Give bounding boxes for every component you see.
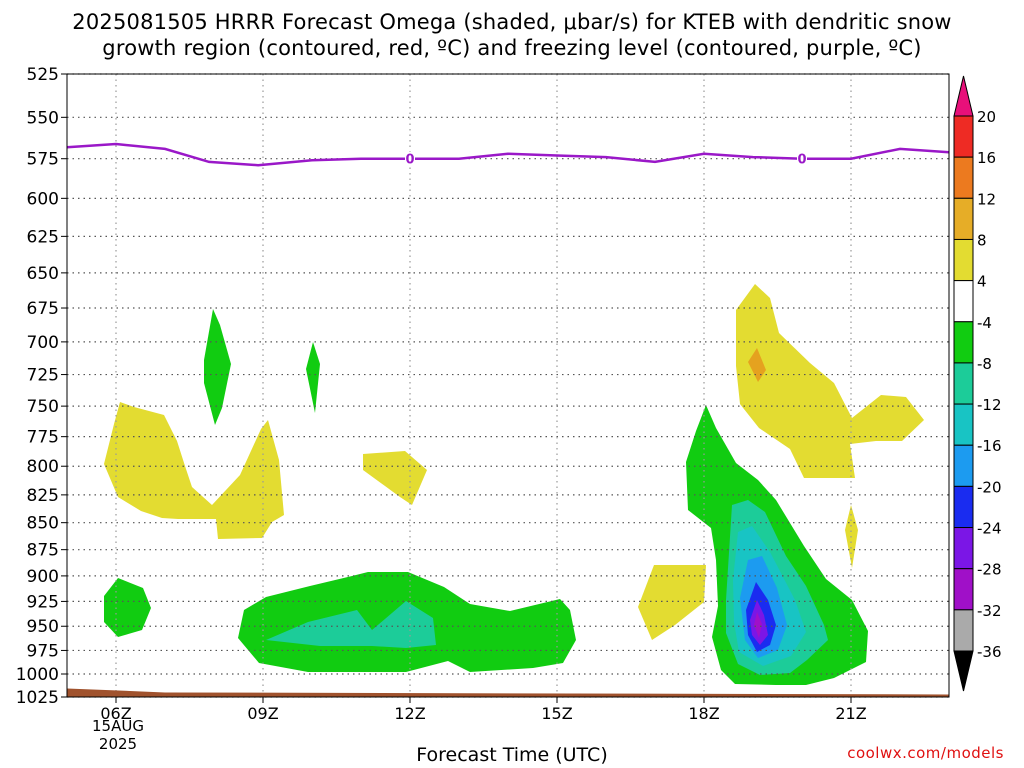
colorbar-label: 8: [977, 231, 987, 249]
omega-region-purple: [754, 612, 762, 638]
omega-region-yellow-3: [736, 284, 924, 478]
colorbar-label: 4: [977, 273, 987, 291]
y-tick-label: 1000: [16, 665, 59, 685]
y-tick-label: 900: [27, 567, 59, 587]
omega-region-yellow-1: [104, 402, 284, 539]
colorbar-label: -24: [977, 520, 1002, 538]
omega-region-orange: [748, 348, 766, 382]
colorbar-band: [953, 115, 974, 158]
y-tick-label: 575: [27, 150, 59, 170]
y-tick-label: 725: [27, 366, 59, 386]
y-tick-label: 625: [27, 227, 59, 247]
y-tick-label: 775: [27, 428, 59, 448]
colorbar-band: [953, 527, 974, 570]
y-axis: 525 550 575 600 625 650 675 700 725 750 775 800 825 8…: [16, 65, 67, 708]
freezing-level-label: 0: [797, 153, 806, 168]
y-tick-label: 875: [27, 541, 59, 561]
source-credit: coolwx.com/models: [847, 744, 1004, 762]
y-tick-label: 825: [27, 486, 59, 506]
colorbar-band: [953, 444, 974, 487]
colorbar-label: -4: [977, 314, 992, 332]
colorbar-band: [953, 197, 974, 240]
y-tick-label: 550: [27, 108, 59, 128]
plot-frame: [66, 73, 950, 698]
x-axis-label: Forecast Time (UTC): [416, 744, 608, 766]
omega-region-yellow-2: [363, 451, 427, 505]
y-tick-label: 525: [27, 65, 59, 85]
colorbar-label: -12: [977, 396, 1002, 414]
colorbar-label: -36: [977, 643, 1002, 661]
colorbar-band: [953, 568, 974, 611]
grid-lines: [67, 73, 949, 698]
colorbar-bottom-arrow: [953, 650, 974, 692]
y-tick-label: 950: [27, 617, 59, 637]
colorbar-band: [953, 609, 974, 652]
y-tick-label: 650: [27, 264, 59, 284]
colorbar-top-arrow: [953, 75, 974, 117]
x-tick-label: 12Z: [394, 704, 425, 723]
colorbar-band: [953, 238, 974, 282]
x-tick-label: 06Z: [100, 704, 131, 723]
x-tick-label: 18Z: [688, 704, 719, 723]
colorbar-band: [953, 403, 974, 446]
colorbar-label: -28: [977, 561, 1002, 579]
date-day: 15AUG: [92, 717, 144, 735]
colorbar-label: -20: [977, 478, 1002, 496]
y-tick-label: 850: [27, 514, 59, 534]
y-tick-label: 800: [27, 457, 59, 477]
colorbar-band: [953, 321, 974, 364]
freezing-label-bg: [405, 151, 415, 166]
freezing-level-label: 0: [405, 153, 414, 168]
y-tick-label: 750: [27, 397, 59, 417]
y-tick-label: 675: [27, 299, 59, 319]
chart-title-line2: growth region (contoured, red, ºC) and f…: [102, 36, 922, 60]
omega-region-green-3: [104, 578, 151, 637]
omega-region-green-1: [204, 309, 231, 425]
colorbar-band: [953, 156, 974, 199]
x-tick-label: 15Z: [541, 704, 572, 723]
date-label: 15AUG 2025: [78, 717, 158, 753]
colorbar-label: -8: [977, 355, 992, 373]
colorbar-band: [953, 485, 974, 529]
colorbar-label: -32: [977, 602, 1002, 620]
colorbar-band: [953, 280, 974, 323]
date-year: 2025: [98, 735, 138, 753]
colorbar-label: 20: [977, 108, 996, 126]
freezing-label-bg: [797, 151, 807, 166]
omega-shading: [104, 284, 924, 685]
colorbar-band: [953, 362, 974, 405]
colorbar-label: -16: [977, 437, 1002, 455]
omega-region-green-2: [306, 342, 320, 413]
x-axis: 06Z 09Z 12Z 15Z 18Z 21Z: [100, 697, 867, 723]
x-tick-label: 21Z: [835, 704, 866, 723]
y-tick-label: 925: [27, 592, 59, 612]
y-tick-label: 975: [27, 641, 59, 661]
y-tick-label: 600: [27, 189, 59, 209]
y-tick-label: 1025: [16, 688, 59, 708]
colorbar-label: 12: [977, 190, 996, 208]
x-tick-label: 09Z: [247, 704, 278, 723]
omega-region-teal-1: [266, 601, 436, 648]
chart-title-line1: 2025081505 HRRR Forecast Omega (shaded, …: [72, 10, 952, 34]
colorbar-label: 16: [977, 149, 996, 167]
y-tick-label: 700: [27, 333, 59, 353]
terrain-area: [67, 688, 949, 697]
omega-region-yellow-4: [638, 565, 706, 640]
terrain-fill: [67, 688, 949, 697]
colorbar: 20 16 12 8 4 -4 -8 -12 -16 -20 -24 -28 -32 -36: [953, 75, 1002, 692]
